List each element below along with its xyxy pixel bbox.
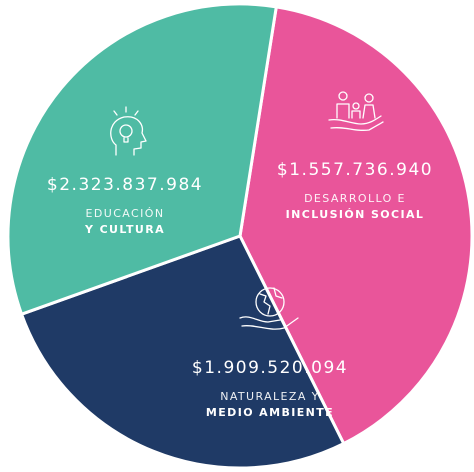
- value-label: $1.557.736.940: [277, 160, 433, 180]
- pie-slice: [238, 5, 474, 446]
- value-label: $2.323.837.984: [47, 175, 203, 195]
- icon-social: [328, 91, 384, 132]
- category-label: EDUCACIÓN: [86, 207, 165, 220]
- pie-slice: [6, 2, 279, 317]
- category-label: DESARROLLO E: [304, 192, 406, 205]
- icon-nature: [239, 287, 299, 330]
- category-label: MEDIO AMBIENTE: [206, 406, 334, 419]
- category-label: INCLUSIÓN SOCIAL: [286, 208, 425, 221]
- slices: [6, 2, 474, 470]
- category-label: NATURALEZA Y: [220, 390, 320, 403]
- icon-education: [110, 106, 147, 156]
- pie-slice: [19, 234, 346, 470]
- value-label: $1.909.520.094: [192, 358, 348, 378]
- category-label: Y CULTURA: [84, 223, 165, 236]
